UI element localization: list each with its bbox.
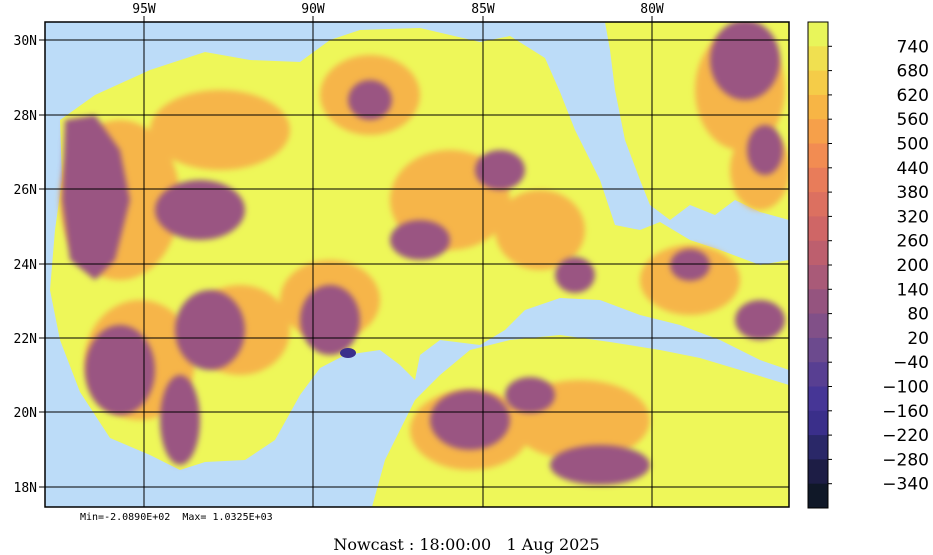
lat-label-24n: 24N — [14, 258, 37, 273]
colorbar-swatch — [808, 216, 828, 242]
colorbar-label: −40 — [893, 353, 929, 373]
colorbar-label: −220 — [882, 426, 929, 446]
max-value: Max= 1.0325E+03 — [182, 512, 273, 523]
nowcast-date: 1 Aug 2025 — [506, 535, 600, 554]
colorbar-label: 500 — [897, 135, 929, 155]
colorbar-swatch — [808, 240, 828, 266]
colorbar-swatch — [808, 337, 828, 363]
colorbar-swatch — [808, 167, 828, 193]
colorbar-swatch — [808, 70, 828, 96]
lon-label-95w: 95W — [132, 2, 156, 17]
colorbar-swatch — [808, 265, 828, 290]
colorbar-swatch — [808, 22, 828, 47]
colorbar-label: 20 — [907, 329, 929, 349]
colorbar-swatch — [808, 410, 828, 436]
colorbar-label: 560 — [897, 110, 929, 130]
colorbar-label: −340 — [882, 475, 929, 495]
colorbar-label: 320 — [897, 207, 929, 227]
lon-label-80w: 80W — [640, 2, 664, 17]
min-value: Min=-2.0890E+02 — [80, 512, 171, 523]
colorbar-label: 80 — [907, 305, 929, 325]
colorbar-label: 380 — [897, 183, 929, 203]
colorbar-swatch — [808, 313, 828, 339]
nowcast-caption: Nowcast : 18:00:00 1 Aug 2025 — [0, 535, 933, 554]
lat-label-22n: 22N — [14, 332, 37, 347]
colorbar-swatch — [808, 483, 828, 509]
colorbar-label: 260 — [897, 232, 929, 252]
colorbar-swatch — [808, 289, 828, 315]
colorbar-swatch — [808, 192, 828, 217]
colorbar-label: −100 — [882, 378, 929, 398]
lon-label-85w: 85W — [471, 2, 495, 17]
colorbar-label: 680 — [897, 62, 929, 82]
colorbar-swatch — [808, 386, 828, 412]
colorbar-swatch — [808, 143, 828, 169]
colorbar-label: 200 — [897, 256, 929, 276]
colorbar-frame — [807, 21, 829, 509]
colorbar: 740 680 620 560 500 440 380 320 260 200 140 80 20 −40… — [808, 22, 929, 509]
colorbar-swatch — [808, 94, 828, 120]
lat-label-20n: 20N — [14, 406, 37, 421]
lat-label-18n: 18N — [14, 481, 37, 496]
colorbar-label: 140 — [897, 280, 929, 300]
colorbar-label: −160 — [882, 402, 929, 422]
lat-label-26n: 26N — [14, 183, 37, 198]
colorbar-swatch — [808, 362, 828, 387]
colorbar-swatch — [808, 459, 828, 485]
colorbar-swatch — [808, 119, 828, 144]
colorbar-swatch — [808, 46, 828, 72]
colorbar-label: 620 — [897, 86, 929, 106]
lon-label-90w: 90W — [301, 2, 325, 17]
map-panel — [45, 22, 789, 507]
axis-ticks — [39, 16, 653, 488]
min-max-stats: Min=-2.0890E+02 Max= 1.0325E+03 — [80, 512, 273, 523]
minimum-spot — [340, 348, 356, 358]
colorbar-label: 740 — [897, 37, 929, 57]
colorbar-swatch — [808, 435, 828, 460]
lat-label-28n: 28N — [14, 109, 37, 124]
graticule — [45, 22, 789, 507]
colorbar-label: −280 — [882, 450, 929, 470]
colorbar-label: 440 — [897, 159, 929, 179]
nowcast-label: Nowcast : 18:00:00 — [333, 535, 492, 554]
lat-label-30n: 30N — [14, 34, 37, 49]
